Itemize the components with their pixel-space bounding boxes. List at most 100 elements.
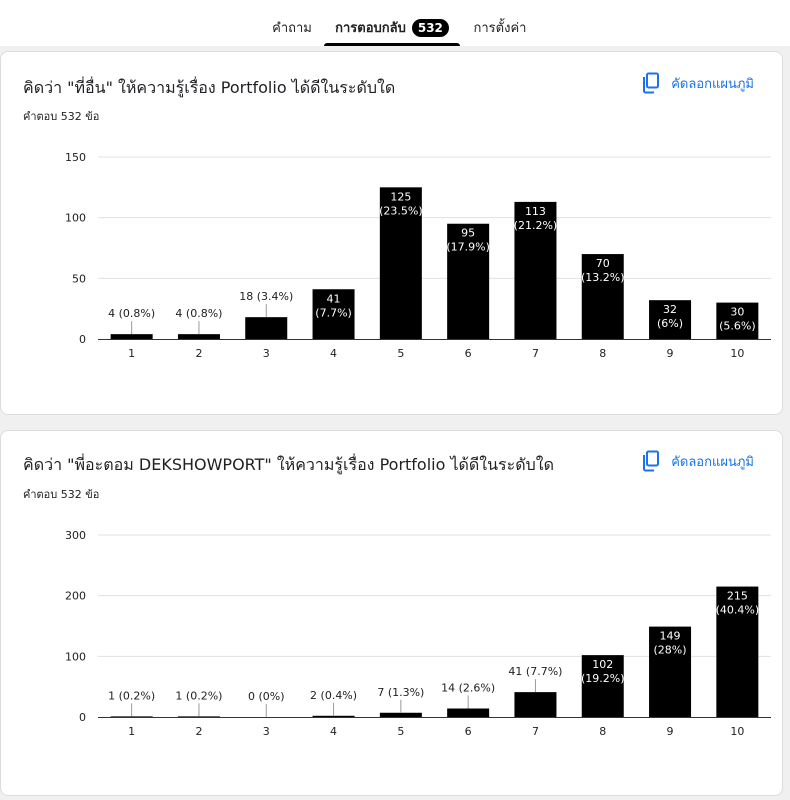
bar	[447, 223, 490, 339]
x-tick-label: 2	[195, 347, 202, 360]
data-label: 4 (0.8%)	[108, 307, 155, 320]
data-label: 215	[727, 590, 748, 603]
x-tick-label: 7	[532, 725, 539, 738]
question-title: คิดว่า "พี่อะตอม DEKSHOWPORT" ให้ความรู้…	[23, 455, 554, 474]
data-label: 1 (0.2%)	[175, 689, 222, 702]
data-label: 32	[663, 303, 677, 316]
data-label-percent: (6%)	[657, 317, 683, 330]
data-label-percent: (19.2%)	[581, 672, 625, 685]
data-label: 14 (2.6%)	[441, 682, 495, 695]
copy-icon	[643, 450, 660, 472]
x-tick-label: 7	[532, 347, 539, 360]
x-tick-label: 8	[599, 725, 606, 738]
data-label: 41 (7.7%)	[508, 665, 562, 678]
copy-chart-label: คัดลอกแผนภูมิ	[671, 76, 754, 92]
x-tick-label: 3	[263, 725, 270, 738]
response-count: คำตอบ 532 ข้อ	[23, 488, 100, 501]
y-tick-label: 100	[65, 650, 86, 663]
data-label: 41	[327, 292, 341, 305]
bar	[649, 300, 692, 339]
x-tick-label: 6	[465, 347, 472, 360]
data-label: 125	[390, 190, 411, 203]
bar	[581, 655, 624, 717]
y-tick-label: 0	[79, 333, 86, 346]
data-label-percent: (5.6%)	[719, 320, 756, 333]
bar	[110, 716, 153, 717]
x-tick-label: 6	[465, 725, 472, 738]
data-label: 70	[596, 257, 610, 270]
bar-chart-2: 0 100 200 300 1 (0.2%) 1 1 (0.2%) 2 0 (0%) 3 2 (0.…	[65, 529, 771, 738]
x-tick-label: 1	[128, 725, 135, 738]
data-label-percent: (21.2%)	[514, 219, 558, 232]
response-count: คำตอบ 532 ข้อ	[23, 110, 100, 123]
data-label-percent: (40.4%)	[716, 604, 760, 617]
x-tick-label: 4	[330, 725, 337, 738]
question-title: คิดว่า "ที่อื่น" ให้ความรู้เรื่อง Portfo…	[23, 78, 396, 97]
data-label: 30	[730, 306, 744, 319]
tab-settings[interactable]: การตั้งค่า	[466, 0, 534, 46]
bar	[447, 708, 490, 717]
data-label-percent: (23.5%)	[379, 204, 423, 217]
bar	[245, 317, 288, 339]
x-tick-label: 8	[599, 347, 606, 360]
copy-chart-label: คัดลอกแผนภูมิ	[671, 454, 754, 470]
copy-icon	[643, 72, 660, 94]
data-label: 102	[592, 658, 613, 671]
x-tick-label: 10	[730, 347, 744, 360]
bar	[581, 254, 624, 339]
data-label-percent: (7.7%)	[315, 306, 352, 319]
data-label: 95	[461, 227, 475, 240]
y-tick-label: 150	[65, 151, 86, 164]
y-tick-label: 200	[65, 590, 86, 603]
data-label: 0 (0%)	[248, 690, 285, 703]
x-tick-label: 10	[730, 725, 744, 738]
x-tick-label: 1	[128, 347, 135, 360]
data-label: 1 (0.2%)	[108, 689, 155, 702]
x-tick-label: 3	[263, 347, 270, 360]
x-tick-label: 2	[195, 725, 202, 738]
bar	[379, 712, 422, 717]
response-tabs-bar: คำถาม การตอบกลับ 532 การตั้งค่า	[0, 0, 790, 46]
data-label-percent: (17.9%)	[446, 241, 490, 254]
data-label-percent: (28%)	[654, 644, 687, 657]
bar	[312, 715, 355, 717]
x-tick-label: 5	[397, 347, 404, 360]
bar	[514, 692, 557, 717]
data-label: 4 (0.8%)	[175, 307, 222, 320]
y-tick-label: 50	[72, 272, 86, 285]
data-label: 113	[525, 205, 546, 218]
y-tick-label: 100	[65, 212, 86, 225]
x-tick-label: 5	[397, 725, 404, 738]
tab-responses-label: การตอบกลับ	[335, 21, 406, 36]
copy-chart-button[interactable]: คัดลอกแผนภูมิ	[641, 450, 754, 472]
data-label: 18 (3.4%)	[239, 290, 293, 303]
bar	[312, 289, 355, 339]
bar	[379, 187, 422, 339]
bar	[177, 334, 220, 339]
data-label: 7 (1.3%)	[377, 686, 424, 699]
data-label-percent: (13.2%)	[581, 271, 625, 284]
data-label: 149	[660, 630, 681, 643]
bar	[177, 716, 220, 717]
question-card-2: คิดว่า "พี่อะตอม DEKSHOWPORT" ให้ความรู้…	[0, 430, 783, 796]
x-tick-label: 4	[330, 347, 337, 360]
y-tick-label: 300	[65, 529, 86, 542]
x-tick-label: 9	[667, 347, 674, 360]
response-count-badge: 532	[411, 18, 449, 37]
data-label: 2 (0.4%)	[310, 689, 357, 702]
active-tab-indicator	[324, 43, 460, 46]
bar	[110, 334, 153, 339]
bar	[716, 302, 759, 339]
tab-settings-label: การตั้งค่า	[473, 21, 527, 36]
bar	[716, 586, 759, 717]
y-tick-label: 0	[79, 711, 86, 724]
tab-questions-label: คำถาม	[272, 21, 312, 36]
x-tick-label: 9	[667, 725, 674, 738]
tab-responses[interactable]: การตอบกลับ 532	[326, 0, 458, 46]
tab-questions[interactable]: คำถาม	[262, 0, 322, 46]
bar	[514, 201, 557, 339]
bar	[649, 626, 692, 717]
question-card-1: คิดว่า "ที่อื่น" ให้ความรู้เรื่อง Portfo…	[0, 51, 783, 415]
copy-chart-button[interactable]: คัดลอกแผนภูมิ	[641, 72, 754, 94]
